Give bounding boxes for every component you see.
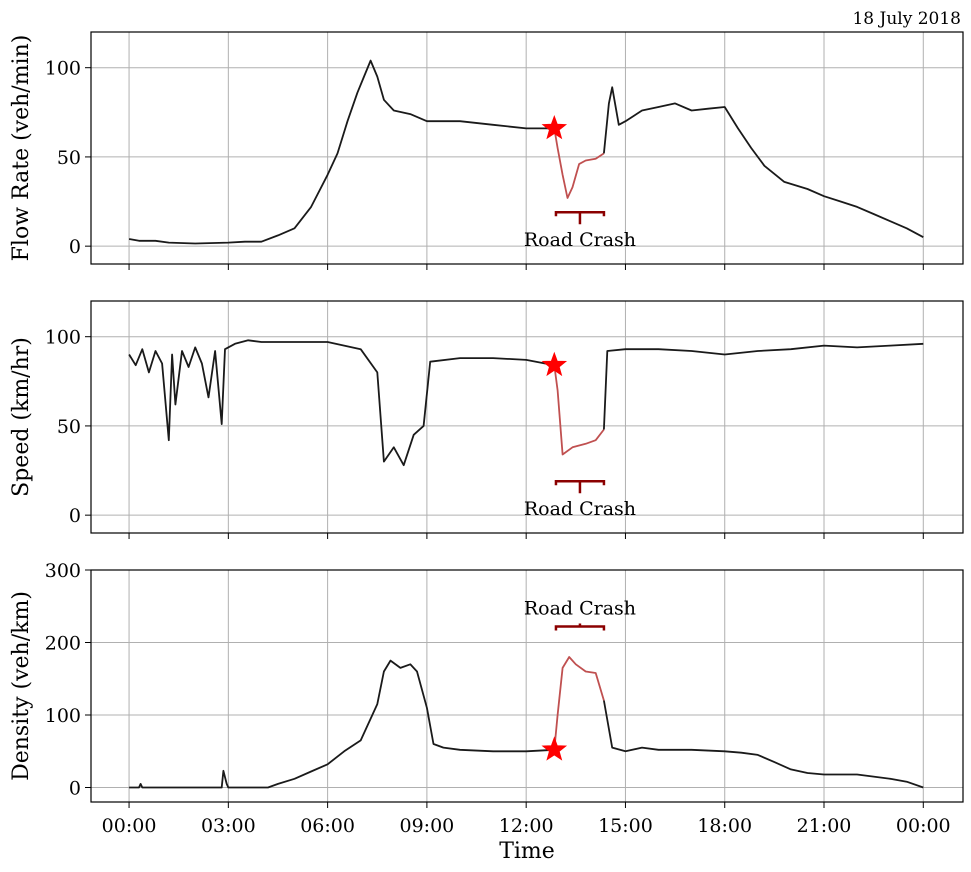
x-tick-label: 00:00	[896, 815, 951, 837]
y-tick-label: 200	[45, 633, 81, 655]
chart-panel-3: Road Crash 0 100 200 300 Density (veh/km)	[9, 560, 963, 808]
incident-series-line	[554, 365, 604, 454]
incident-star-marker	[543, 738, 566, 760]
incident-label: Road Crash	[524, 598, 636, 620]
x-tick-label: 03:00	[201, 815, 256, 837]
y-tick-label: 0	[69, 778, 81, 800]
y-axis-label: Density (veh/km)	[9, 591, 34, 781]
y-axis-label: Flow Rate (veh/min)	[9, 35, 34, 262]
series-line-1	[129, 340, 554, 465]
date-label: 18 July 2018	[852, 9, 961, 29]
y-tick-label: 0	[69, 236, 81, 258]
incident-bracket	[556, 481, 604, 493]
bracket-line	[556, 481, 604, 493]
x-tick-label: 09:00	[400, 815, 455, 837]
y-axis-label: Speed (km/hr)	[9, 337, 34, 497]
y-tick-label: 300	[45, 560, 81, 582]
y-tick-label: 100	[45, 58, 81, 80]
y-tick-label: 50	[57, 147, 81, 169]
series-line-1	[129, 661, 554, 788]
bracket-line	[556, 624, 604, 631]
series-line-3	[604, 87, 923, 237]
incident-label: Road Crash	[524, 498, 636, 520]
x-tick-label: 21:00	[797, 815, 852, 837]
x-tick-label: 15:00	[598, 815, 653, 837]
x-axis: 00:00 03:00 06:00 09:00 12:00 15:00 18:00 21:00…	[102, 815, 951, 837]
incident-bracket	[556, 212, 604, 224]
incident-bracket	[556, 624, 604, 631]
incident-label: Road Crash	[524, 229, 636, 251]
y-tick-label: 100	[45, 705, 81, 727]
y-tick-label: 100	[45, 327, 81, 349]
y-tick-label: 0	[69, 505, 81, 527]
chart-panel-2: Road Crash 0 50 100 Speed (km/hr)	[9, 301, 963, 539]
bracket-line	[556, 212, 604, 224]
y-tick-label: 50	[57, 416, 81, 438]
incident-star-marker	[543, 116, 566, 138]
series-line-1	[129, 61, 554, 244]
chart-panel-1: Road Crash 0 50 100 Flow Rate (veh/min)	[9, 32, 963, 270]
x-tick-label: 18:00	[697, 815, 752, 837]
series-line-3	[604, 344, 923, 430]
x-tick-label: 06:00	[300, 815, 355, 837]
series-line-3	[604, 701, 923, 788]
x-tick-label: 00:00	[102, 815, 157, 837]
incident-series-line	[554, 657, 604, 750]
x-tick-label: 12:00	[499, 815, 554, 837]
x-axis-label: Time	[499, 839, 555, 864]
